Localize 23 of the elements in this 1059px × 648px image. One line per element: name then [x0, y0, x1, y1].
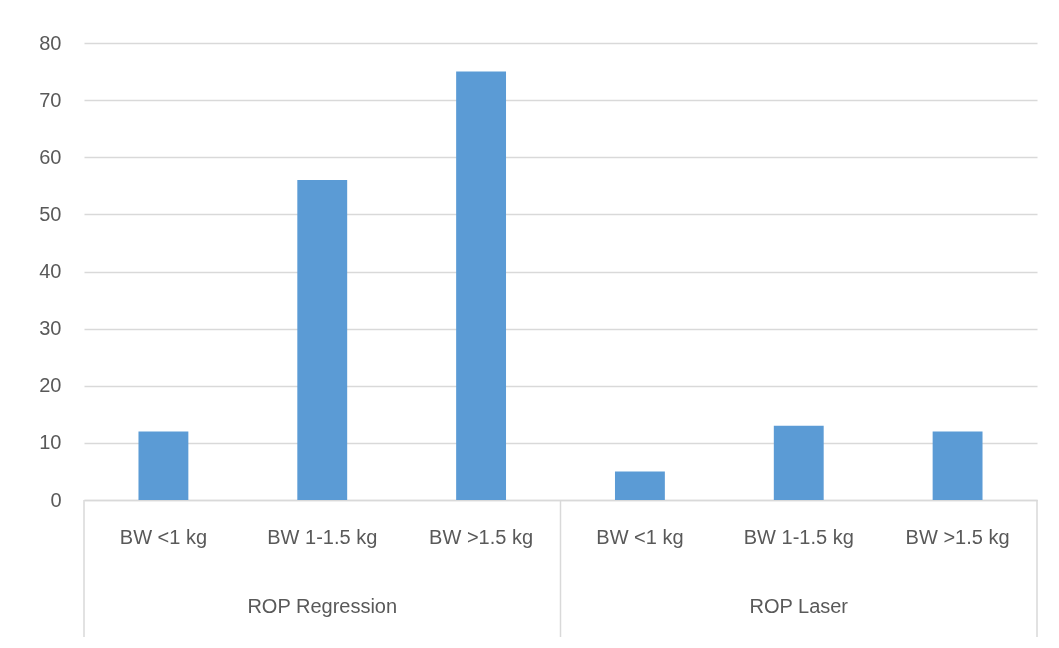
- y-tick-label: 80: [39, 31, 62, 54]
- y-tick-label: 20: [39, 374, 62, 397]
- y-tick-label: 50: [39, 202, 62, 225]
- bar: [614, 471, 665, 500]
- bar: [456, 71, 507, 500]
- bar: [773, 425, 824, 500]
- x-tick-label: BW >1.5 kg: [905, 525, 1010, 548]
- y-tick-label: 30: [39, 317, 62, 340]
- x-tick-label: BW >1.5 kg: [429, 525, 534, 548]
- text: ROP Regression: [247, 595, 398, 617]
- x-tick-label: BW 1-1.5 kg: [743, 525, 854, 548]
- y-tick-label: 40: [39, 260, 62, 282]
- y-tick-label: 60: [39, 145, 62, 168]
- y-tick-label: 0: [50, 488, 62, 511]
- bar: [138, 431, 189, 500]
- bar: [297, 180, 348, 500]
- x-tick-label: BW <1 kg: [596, 525, 684, 548]
- bar: [932, 431, 983, 500]
- y-tick-label: 70: [39, 88, 62, 111]
- text: ROP Laser: [749, 595, 849, 617]
- x-tick-label: BW <1 kg: [119, 525, 208, 548]
- x-tick-label: BW 1-1.5 kg: [267, 525, 378, 548]
- y-tick-label: 10: [39, 431, 62, 454]
